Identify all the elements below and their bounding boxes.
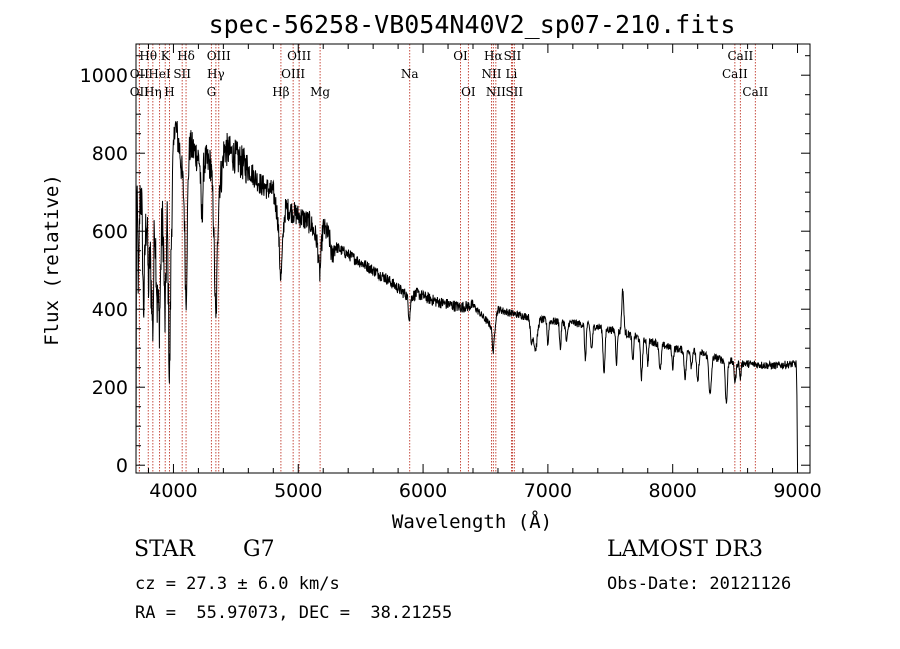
y-tick-label: 400 [92, 299, 128, 321]
redshift-cz: cz = 27.3 ± 6.0 km/s [135, 574, 340, 594]
x-axis-label: Wavelength (Å) [392, 510, 552, 533]
marker-label: Hθ [139, 49, 157, 63]
survey-name: LAMOST DR3 [607, 537, 763, 562]
marker-label: SII [173, 67, 191, 81]
plot-axes: 4000 5000 6000 7000 8000 9000 0 200 400 600 800 100… [80, 43, 822, 502]
x-tick-label: 4000 [149, 480, 197, 502]
object-class: STAR [134, 537, 195, 562]
marker-label: OI [461, 85, 476, 99]
y-tick-label: 600 [92, 221, 128, 243]
marker-label: G [207, 85, 217, 99]
marker-label: Hδ [177, 49, 195, 63]
spectrum-line [135, 120, 798, 466]
marker-label: SII [504, 49, 522, 63]
x-tick-label: 5000 [274, 480, 322, 502]
marker-label: Hβ [272, 85, 289, 99]
plot-frame [135, 43, 811, 474]
marker-label: HeI [148, 67, 171, 81]
y-tick-label: 200 [92, 377, 128, 399]
marker-label: OIII [287, 49, 311, 63]
emission-line-markers [138, 44, 756, 473]
x-tick-label: 9000 [773, 480, 821, 502]
marker-label: OIII [281, 67, 305, 81]
marker-label: NII [486, 85, 506, 99]
marker-label: Na [401, 67, 419, 81]
x-tick-label: 8000 [649, 480, 697, 502]
marker-label: OII [130, 85, 150, 99]
y-tick-label: 800 [92, 143, 128, 165]
marker-label: OI [453, 49, 468, 63]
marker-label: SII [505, 85, 523, 99]
marker-label: Hη [144, 85, 162, 99]
obs-date: Obs-Date: 20121126 [607, 574, 792, 594]
marker-label: H [164, 85, 174, 99]
spectrum-series [135, 120, 798, 466]
y-tick-label: 0 [116, 455, 128, 477]
marker-label: CaII [742, 85, 768, 99]
marker-label: OII [130, 67, 150, 81]
marker-label: NII [481, 67, 501, 81]
marker-label: K [161, 49, 171, 63]
x-tick-label: 7000 [524, 480, 572, 502]
chart-title: spec-56258-VB054N40V2_sp07-210.fits [209, 10, 736, 39]
y-axis-label: Flux (relative) [41, 174, 63, 346]
y-tick-label: 1000 [80, 65, 128, 87]
marker-label: Hα [484, 49, 503, 63]
marker-label: CaII [722, 67, 748, 81]
x-tick-label: 6000 [399, 480, 447, 502]
marker-label: OIII [207, 49, 231, 63]
marker-label: Li [506, 67, 518, 81]
marker-label: Mg [310, 85, 330, 99]
ra-dec: RA = 55.97073, DEC = 38.21255 [135, 603, 453, 623]
marker-label: Hγ [207, 67, 225, 81]
object-subclass: G7 [243, 537, 275, 562]
marker-label: CaII [727, 49, 753, 63]
